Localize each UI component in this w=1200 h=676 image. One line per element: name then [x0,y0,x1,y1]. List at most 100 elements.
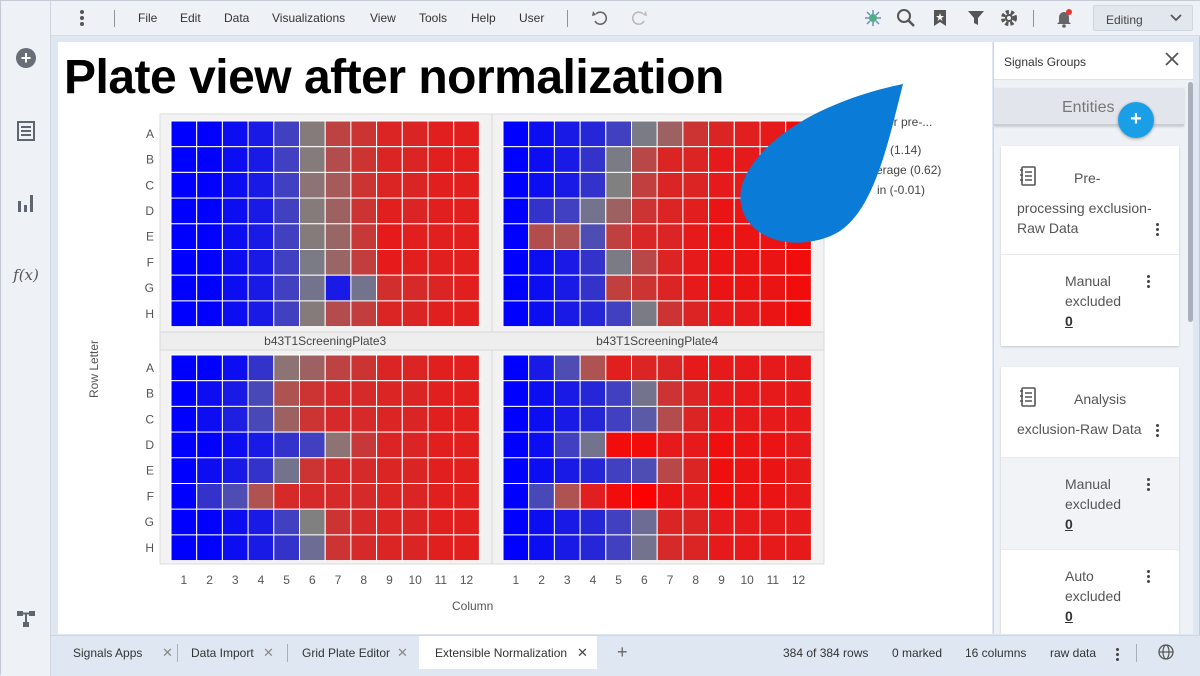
heatmap-cell [579,171,607,199]
menu-divider [114,10,115,27]
heatmap-cell [605,120,632,148]
menu-help[interactable]: Help [471,11,496,25]
status-menu-icon[interactable] [1113,648,1121,663]
heatmap-cell [273,380,301,407]
heatmap-cell [221,534,249,562]
row-menu-icon[interactable] [1144,478,1152,493]
redo-icon[interactable] [629,8,649,28]
manual-excluded-count[interactable]: 0 [1065,313,1073,329]
row-tick-label: D [145,438,154,452]
menu-tools[interactable]: Tools [419,11,448,25]
tab-label: Data Import [191,646,254,660]
close-icon[interactable] [1164,50,1180,70]
heatmap-cell [376,508,403,536]
ai-icon[interactable] [863,8,883,28]
auto-excluded-row[interactable]: Auto excluded 0 [1001,549,1179,634]
mode-dropdown[interactable]: Editing [1093,5,1193,31]
heatmap-cell [631,534,658,562]
manual-excluded-row[interactable]: Manual excluded 0 [1001,457,1179,549]
flow-icon[interactable] [14,607,38,631]
heatmap-cell [453,508,480,536]
settings-icon[interactable] [999,8,1019,28]
row-tick-label: A [146,127,154,141]
heatmap-cell [708,354,735,382]
heatmap-cell [553,534,581,562]
menu-visualizations[interactable]: Visualizations [272,11,346,25]
visualization-panel[interactable]: b43T1ScreeningPlate3 b43T1ScreeningPlate4… [58,42,992,634]
menu-edit[interactable]: Edit [180,11,201,25]
column-count[interactable]: 16 columns [965,646,1027,660]
heatmap-cell [785,249,812,276]
legend-min: in (-0.01) [877,183,926,197]
tab-data-import[interactable]: Data Import ✕ [179,636,281,669]
close-tab-icon[interactable]: ✕ [162,645,173,660]
close-tab-icon[interactable]: ✕ [397,645,408,660]
column-tick-label: 8 [692,573,699,587]
heatmap-cell [427,483,455,510]
entities-tab[interactable]: Entities [994,88,1184,126]
menu-view[interactable]: View [370,11,396,25]
row-menu-icon[interactable] [1144,275,1152,290]
manual-excluded-count[interactable]: 0 [1065,516,1073,532]
bar-chart-icon[interactable] [14,191,38,215]
search-icon[interactable] [896,8,916,28]
plate-label: b43T1ScreeningPlate4 [596,334,718,348]
heatmap-cell [759,405,787,433]
menu-file[interactable]: File [138,11,158,25]
tab-signals-apps[interactable]: Signals Apps ✕ [61,636,173,669]
heatmap-cell [299,431,326,459]
heatmap-cell [579,380,607,407]
heatmap-cell [401,483,429,510]
manual-excluded-label: excluded [1065,293,1122,309]
column-tick-label: 5 [283,573,290,587]
bookmark-icon[interactable] [930,8,950,28]
heatmap-plates[interactable]: b43T1ScreeningPlate3 b43T1ScreeningPlate4… [58,42,992,634]
more-menu-icon[interactable] [79,9,85,30]
heatmap-cell [453,405,480,433]
function-icon[interactable]: f(x) [13,266,39,284]
close-tab-icon[interactable]: ✕ [577,645,588,660]
group-card[interactable]: Analysis exclusion-Raw Data Manual exclu… [1001,367,1179,634]
group-card[interactable]: Pre- processing exclusion- Raw Data Manu… [1001,146,1179,346]
group-menu-icon[interactable] [1153,424,1161,439]
close-tab-icon[interactable]: ✕ [263,645,274,660]
heatmap-cell [631,223,658,251]
scrollbar-thumb[interactable] [1188,82,1193,322]
filter-icon[interactable] [966,8,986,28]
menu-data[interactable]: Data [224,11,250,25]
heatmap-cell [376,197,403,225]
manual-excluded-row[interactable]: Manual excluded 0 [1001,254,1179,346]
heatmap-cell [299,249,326,276]
tab-divider [287,644,288,662]
panel-scrollbar[interactable] [1186,80,1193,634]
add-icon[interactable]: + [14,46,38,70]
globe-icon[interactable] [1158,644,1174,663]
heatmap-cell [196,197,223,225]
heatmap-cell [656,197,684,225]
heatmap-cell [350,380,378,407]
tab-extensible-normalization[interactable]: Extensible Normalization ✕ [419,636,597,669]
heatmap-cell [170,171,198,199]
heatmap-cell [196,223,223,251]
menu-user[interactable]: User [519,11,545,25]
heatmap-cell [785,534,812,562]
notification-icon[interactable] [1054,8,1074,28]
heatmap-cell [324,508,352,536]
heatmap-cell [427,274,455,302]
heatmap-cell [605,146,632,173]
active-table[interactable]: raw data [1050,646,1097,660]
heatmap-cell [401,354,429,382]
group-menu-icon[interactable] [1153,223,1161,238]
data-table-icon[interactable] [14,119,38,143]
row-menu-icon[interactable] [1144,570,1152,585]
heatmap-cell [656,380,684,407]
auto-excluded-count[interactable]: 0 [1065,608,1073,624]
heatmap-cell [579,405,607,433]
add-tab-button[interactable]: + [617,642,628,662]
tab-label: Grid Plate Editor [302,646,391,660]
tab-grid-plate-editor[interactable]: Grid Plate Editor ✕ [290,636,420,669]
heatmap-cell [401,457,429,484]
undo-icon[interactable] [590,8,610,28]
add-group-button[interactable]: + [1118,102,1154,138]
marked-count[interactable]: 0 marked [892,646,943,660]
